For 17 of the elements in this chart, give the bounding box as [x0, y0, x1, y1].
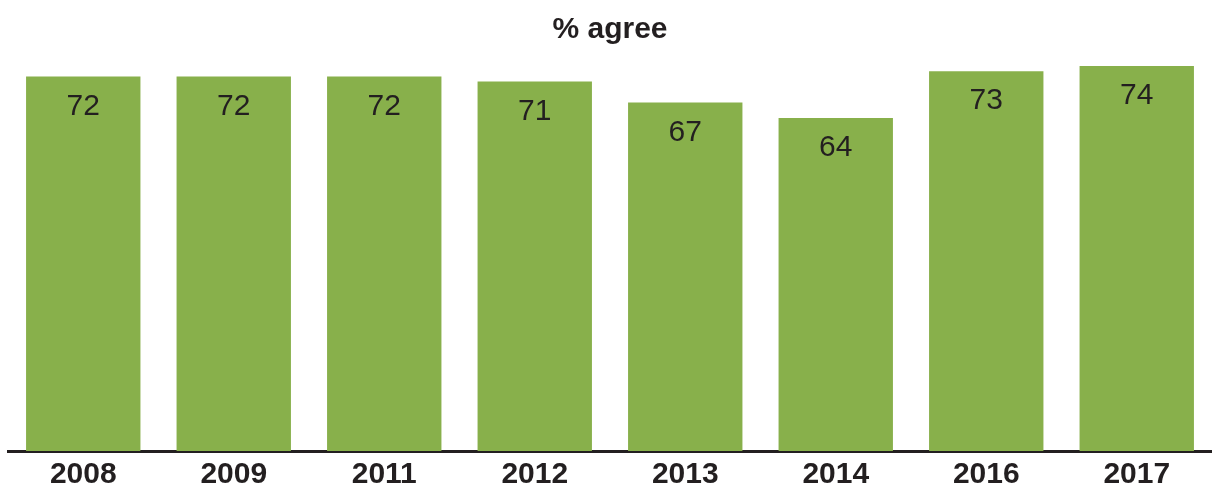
- x-tick-label: 2016: [952, 456, 1020, 490]
- data-label: 73: [969, 82, 1003, 116]
- data-label: 67: [668, 113, 702, 147]
- data-label: 74: [1120, 77, 1154, 111]
- data-label: 72: [217, 87, 251, 121]
- data-label: 72: [367, 87, 401, 121]
- x-tick-label: 2013: [651, 456, 719, 490]
- x-tick-label: 2012: [501, 456, 569, 490]
- data-label: 64: [819, 129, 853, 163]
- chart-title: % agree: [552, 11, 668, 45]
- x-tick-label: 2011: [351, 456, 417, 490]
- data-label: 72: [66, 87, 100, 121]
- data-label: 71: [518, 92, 552, 126]
- x-tick-label: 2017: [1103, 456, 1171, 490]
- x-tick-label: 2008: [49, 456, 117, 490]
- x-tick-label: 2009: [200, 456, 268, 490]
- x-tick-label: 2014: [802, 456, 870, 490]
